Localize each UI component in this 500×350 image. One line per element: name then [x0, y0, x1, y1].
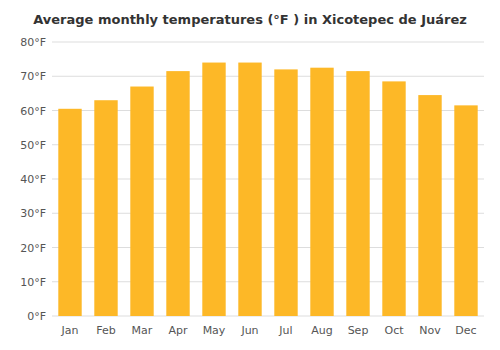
bar: [346, 71, 369, 316]
x-tick-label: Mar: [132, 324, 153, 337]
bar: [238, 63, 261, 316]
bars: [58, 63, 477, 316]
bar: [58, 109, 81, 316]
bar: [166, 71, 189, 316]
y-tick-labels: 0°F 10°F 20°F 30°F 40°F 50°F 60°F 70°F 80°F: [20, 36, 46, 323]
x-tick-label: Jul: [278, 324, 292, 337]
y-tick-label: 50°F: [20, 139, 46, 152]
chart-svg: Average monthly temperatures (°F ) in Xi…: [0, 0, 500, 350]
grid-line: [52, 76, 484, 77]
y-tick-label: 10°F: [20, 276, 46, 289]
y-tick-label: 60°F: [20, 105, 46, 118]
x-tick-labels: Jan Feb Mar Apr May Jun Jul Aug Sep Oct Nov Dec: [61, 324, 477, 337]
x-tick-label: Jan: [61, 324, 79, 337]
y-tick-label: 80°F: [20, 36, 46, 49]
x-tick-label: Nov: [419, 324, 441, 337]
bar: [274, 69, 297, 316]
bar: [130, 87, 153, 316]
y-tick-label: 40°F: [20, 173, 46, 186]
bar: [94, 100, 117, 316]
bar: [454, 105, 477, 316]
x-tick-label: Apr: [168, 324, 188, 337]
chart-container: Average monthly temperatures (°F ) in Xi…: [0, 0, 500, 350]
y-tick-label: 30°F: [20, 207, 46, 220]
y-tick-label: 20°F: [20, 242, 46, 255]
bar: [202, 63, 225, 316]
x-tick-label: Dec: [455, 324, 476, 337]
y-tick-label: 0°F: [27, 310, 46, 323]
x-tick-label: Oct: [384, 324, 404, 337]
x-tick-label: May: [203, 324, 226, 337]
x-tick-label: Jun: [240, 324, 258, 337]
bar: [310, 68, 333, 316]
y-tick-label: 70°F: [20, 70, 46, 83]
x-tick-label: Feb: [96, 324, 115, 337]
grid-line: [52, 42, 484, 43]
x-tick-label: Sep: [348, 324, 369, 337]
bar: [418, 95, 441, 316]
bar: [382, 81, 405, 316]
x-tick-label: Aug: [311, 324, 332, 337]
chart-title: Average monthly temperatures (°F ) in Xi…: [33, 12, 467, 27]
y-grid: [52, 42, 484, 316]
